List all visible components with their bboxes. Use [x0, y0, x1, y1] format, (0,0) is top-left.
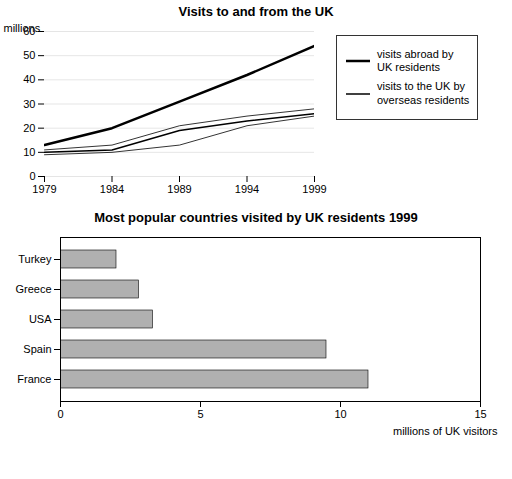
svg-text:Spain: Spain [23, 343, 51, 355]
svg-text:France: France [17, 373, 51, 385]
svg-text:40: 40 [23, 73, 35, 85]
svg-text:15: 15 [474, 408, 486, 420]
svg-text:Greece: Greece [15, 283, 51, 295]
svg-text:30: 30 [23, 98, 35, 110]
svg-text:10: 10 [334, 408, 346, 420]
svg-text:millions: millions [4, 22, 41, 34]
svg-text:0: 0 [29, 170, 35, 182]
html-text:visits to the UK by overseas r: visits to the UK by overseas residents [377, 80, 470, 106]
svg-text:0: 0 [57, 408, 63, 420]
svg-text:1989: 1989 [167, 183, 191, 195]
svg-text:1994: 1994 [235, 183, 259, 195]
svg-text:1999: 1999 [302, 183, 326, 195]
svg-text:millions of UK visitors: millions of UK visitors [393, 425, 498, 437]
svg-text:1984: 1984 [100, 183, 124, 195]
svg-text:1979: 1979 [32, 183, 56, 195]
html-text:visits abroad by UK residents: visits abroad by UK residents [377, 48, 454, 74]
svg-text:50: 50 [23, 49, 35, 61]
svg-text:USA: USA [29, 313, 52, 325]
svg-text:5: 5 [197, 408, 203, 420]
svg-text:Turkey: Turkey [18, 253, 52, 265]
svg-text:10: 10 [23, 146, 35, 158]
svg-text:20: 20 [23, 122, 35, 134]
html-text:Most popular countries visited: Most popular countries visited by UK res… [94, 210, 418, 225]
html-text:Visits to and from the UK: Visits to and from the UK [178, 4, 334, 19]
